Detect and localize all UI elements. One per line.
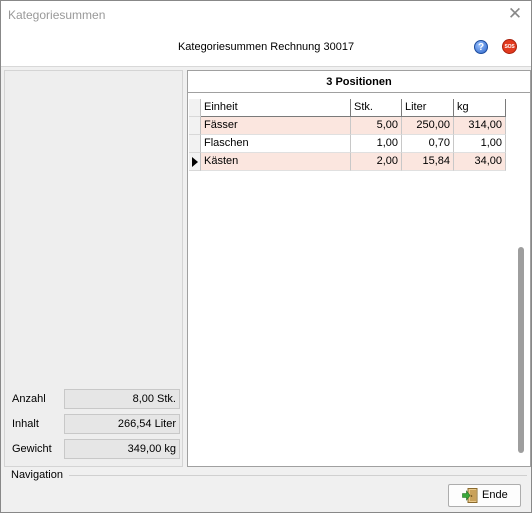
- cell-kg[interactable]: 1,00: [454, 135, 506, 153]
- help-icon[interactable]: ?: [474, 40, 488, 54]
- column-header-stk[interactable]: Stk.: [351, 99, 402, 117]
- table-row[interactable]: Fässer 5,00 250,00 314,00: [189, 117, 506, 135]
- gewicht-label: Gewicht: [12, 443, 52, 455]
- vertical-scrollbar[interactable]: [518, 247, 524, 453]
- positions-panel: 3 Positionen Einheit Stk. Liter kg Fässe…: [187, 70, 531, 467]
- cell-stk[interactable]: 1,00: [351, 135, 402, 153]
- positions-count: 3 Positionen: [188, 71, 530, 93]
- row-selector[interactable]: [189, 153, 201, 171]
- grid-header-row: Einheit Stk. Liter kg: [189, 99, 506, 117]
- cell-liter[interactable]: 0,70: [402, 135, 454, 153]
- title-bar: Kategoriesummen ✕: [1, 1, 531, 29]
- column-header-liter[interactable]: Liter: [402, 99, 454, 117]
- cell-liter[interactable]: 15,84: [402, 153, 454, 171]
- table-row[interactable]: Kästen 2,00 15,84 34,00: [189, 153, 506, 171]
- anzahl-value: 8,00 Stk.: [64, 389, 180, 409]
- column-header-einheit[interactable]: Einheit: [201, 99, 351, 117]
- cell-stk[interactable]: 2,00: [351, 153, 402, 171]
- ende-button[interactable]: Ende: [448, 484, 521, 507]
- navigation-label: Navigation: [11, 469, 63, 481]
- close-icon[interactable]: ✕: [507, 4, 523, 23]
- ende-button-label: Ende: [482, 489, 508, 501]
- current-row-pointer-icon: [192, 157, 198, 167]
- sos-icon[interactable]: SOS: [502, 39, 517, 54]
- cell-einheit[interactable]: Fässer: [201, 117, 351, 135]
- summary-panel: Anzahl 8,00 Stk. Inhalt 266,54 Liter Gew…: [4, 70, 183, 467]
- cell-stk[interactable]: 5,00: [351, 117, 402, 135]
- table-row[interactable]: Flaschen 1,00 0,70 1,00: [189, 135, 506, 153]
- gewicht-value: 349,00 kg: [64, 439, 180, 459]
- window-title: Kategoriesummen: [8, 8, 106, 22]
- row-selector[interactable]: [189, 117, 201, 135]
- header-bar: Kategoriesummen Rechnung 30017 ? SOS: [1, 29, 531, 67]
- cell-kg[interactable]: 34,00: [454, 153, 506, 171]
- row-selector[interactable]: [189, 135, 201, 153]
- row-selector: [189, 99, 201, 117]
- cell-einheit[interactable]: Flaschen: [201, 135, 351, 153]
- cell-kg[interactable]: 314,00: [454, 117, 506, 135]
- cell-einheit[interactable]: Kästen: [201, 153, 351, 171]
- column-header-kg[interactable]: kg: [454, 99, 506, 117]
- anzahl-label: Anzahl: [12, 393, 46, 405]
- cell-liter[interactable]: 250,00: [402, 117, 454, 135]
- page-title: Kategoriesummen Rechnung 30017: [177, 41, 355, 53]
- inhalt-value: 266,54 Liter: [64, 414, 180, 434]
- exit-door-icon: [462, 488, 478, 503]
- inhalt-label: Inhalt: [12, 418, 39, 430]
- navigation-divider: [69, 475, 527, 476]
